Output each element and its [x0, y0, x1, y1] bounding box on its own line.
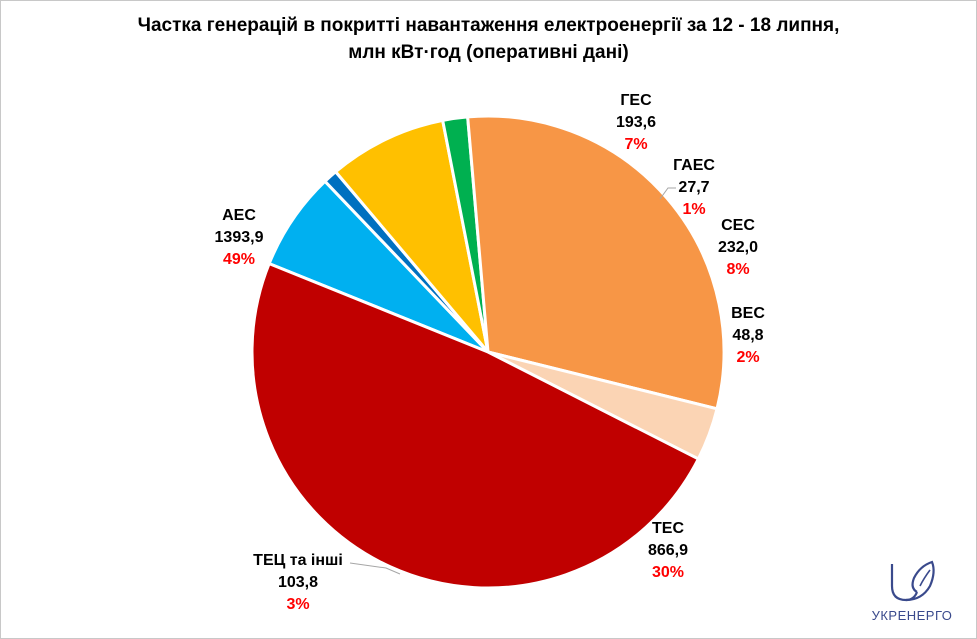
data-label-name: ТЕЦ та інші	[253, 552, 343, 569]
data-label-name: ВЕС	[731, 305, 765, 322]
data-label-value: 27,7	[678, 179, 709, 196]
data-label-value: 1393,9	[215, 229, 264, 246]
data-label-value: 866,9	[648, 542, 688, 559]
data-label-name: ТЕС	[652, 520, 684, 537]
data-label-аес: АЕС 1393,9 49%	[215, 207, 264, 268]
data-label-value: 193,6	[616, 114, 656, 131]
chart-title: Частка генерацій в покритті навантаження…	[137, 15, 840, 36]
pie-slice-тес	[466, 114, 726, 411]
data-label-сес: СЕС 232,0 8%	[718, 217, 758, 278]
data-label-name: СЕС	[721, 217, 755, 234]
data-label-percent: 8%	[726, 261, 749, 278]
data-label-тец-та-інші: ТЕЦ та інші 103,8 3%	[253, 552, 343, 613]
data-label-тес: ТЕС 866,9 30%	[648, 520, 688, 581]
pie-slices	[250, 114, 726, 590]
data-label-value: 232,0	[718, 239, 758, 256]
ukrenergo-logo-icon	[890, 560, 935, 602]
data-label-value: 48,8	[732, 327, 763, 344]
ukrenergo-logo: УКРЕНЕРГО	[862, 556, 972, 636]
data-label-value: 103,8	[278, 574, 318, 591]
data-label-гаес: ГАЕС 27,7 1%	[673, 157, 715, 218]
data-label-percent: 30%	[652, 564, 684, 581]
data-label-вес: ВЕС 48,8 2%	[731, 305, 765, 366]
data-label-name: ГЕС	[620, 92, 652, 109]
pie-slice-сес	[334, 118, 490, 354]
data-label-name: АЕС	[222, 207, 256, 224]
data-labels: ГЕС 193,6 7% ГАЕС 27,7 1% СЕС 232,0 8% ВЕС 48,8 2% Т…	[215, 92, 766, 613]
leader-line-tets	[349, 562, 401, 575]
pie-slice-аес	[250, 262, 700, 590]
data-label-percent: 3%	[286, 596, 309, 613]
data-label-percent: 1%	[682, 201, 705, 218]
data-label-percent: 49%	[223, 251, 255, 268]
data-label-name: ГАЕС	[673, 157, 715, 174]
chart-subtitle: млн кВт·год (оперативні дані)	[348, 42, 629, 63]
data-label-percent: 2%	[736, 349, 759, 366]
data-label-percent: 7%	[624, 136, 647, 153]
leader-line-gaes	[659, 187, 676, 200]
chart-title-block: Частка генерацій в покритті навантаження…	[0, 12, 977, 66]
logo-text: УКРЕНЕРГО	[871, 608, 953, 623]
leader-lines	[349, 187, 676, 575]
data-label-гес: ГЕС 193,6 7%	[616, 92, 656, 153]
